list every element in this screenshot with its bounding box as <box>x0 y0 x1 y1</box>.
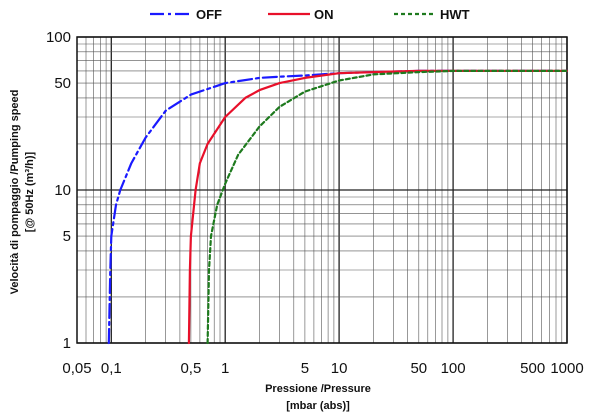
series-line-on <box>187 69 569 345</box>
series-layer <box>107 69 569 345</box>
x-axis-title: Pressione /Pressure <box>265 383 371 395</box>
x-tick-label: 10 <box>331 360 348 377</box>
legend-label-hwt: HWT <box>440 7 470 22</box>
legend-label-on: ON <box>314 7 334 22</box>
x-axis-unit: [mbar (abs)] <box>286 400 350 412</box>
y-tick-label: 50 <box>54 75 71 92</box>
x-tick-label: 1000 <box>550 360 583 377</box>
x-tick-label: 5 <box>301 360 309 377</box>
x-tick-label: 100 <box>441 360 466 377</box>
x-tick-label: 1 <box>221 360 229 377</box>
y-axis-unit: [@ 50Hz (m³/h)] <box>24 151 36 232</box>
x-tick-label: 500 <box>520 360 545 377</box>
y-tick-label: 10 <box>54 182 71 199</box>
x-tick-label: 50 <box>410 360 427 377</box>
plot-frame <box>76 36 568 344</box>
x-tick-label: 0,1 <box>101 360 122 377</box>
series-line-off <box>107 69 569 345</box>
x-tick-label: 0,05 <box>62 360 91 377</box>
x-tick-label: 0,5 <box>180 360 201 377</box>
y-tick-label: 5 <box>63 228 71 245</box>
legend-label-off: OFF <box>196 7 222 22</box>
grid <box>76 36 568 344</box>
legend: OFF ON HWT <box>150 7 470 22</box>
tick-labels: 0,05 0,1 0,5 1 5 10 50 100 500 1000 1 5 10 50 100 <box>46 29 584 377</box>
series-line-hwt <box>206 69 569 345</box>
y-tick-label: 1 <box>63 335 71 352</box>
y-axis-title: Velocità di pompaggio /Pumping speed <box>9 90 21 295</box>
y-tick-label: 100 <box>46 29 71 46</box>
